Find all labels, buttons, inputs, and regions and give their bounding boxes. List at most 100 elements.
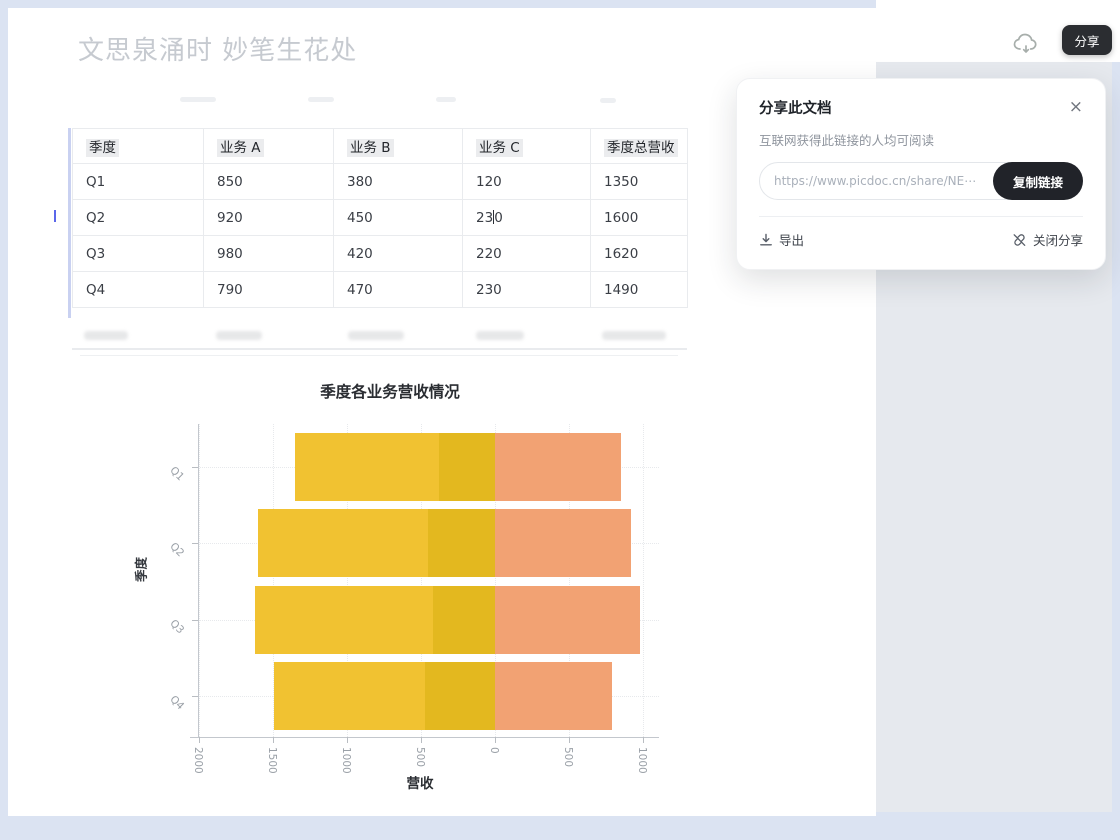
x-tick-label: 1000: [636, 747, 648, 774]
table-cell[interactable]: 1490: [590, 271, 688, 308]
bar-segment-a-Q2: [495, 509, 632, 577]
table-cell[interactable]: 1600: [590, 199, 688, 236]
ghost-artifact: [80, 355, 678, 356]
table-selection-accent: [68, 128, 71, 318]
bar-segment-total-Q3: [255, 586, 433, 654]
x-tick-mark: [347, 737, 348, 743]
share-button[interactable]: 分享: [1062, 25, 1112, 55]
ghost-artifact: [348, 331, 404, 340]
table-cell[interactable]: 220: [462, 235, 591, 272]
chart-y-axis-label: 季度: [133, 557, 149, 583]
table-cell[interactable]: 420: [333, 235, 463, 272]
cloud-sync-icon: [1012, 31, 1040, 59]
table-header-3[interactable]: 业务 C: [462, 128, 591, 164]
revenue-table[interactable]: 季度 业务 A 业务 B 业务 C 季度总营收 Q1 850 380 120 1350 Q2 920 4…: [72, 128, 688, 308]
copy-link-button[interactable]: 复制链接: [993, 162, 1083, 200]
y-tick-mark: [192, 620, 198, 621]
collaborator-caret: [54, 210, 56, 222]
x-axis-line: [190, 737, 659, 738]
grid-line: [273, 424, 274, 737]
chart-title: 季度各业务营收情况: [320, 383, 460, 401]
share-permission-text: 互联网获得此链接的人均可阅读: [759, 133, 935, 148]
table-cell[interactable]: Q1: [72, 163, 204, 200]
table-cell[interactable]: 980: [203, 235, 334, 272]
table-cell[interactable]: Q3: [72, 235, 204, 272]
y-axis-line: [198, 424, 199, 737]
bar-segment-a-Q1: [495, 433, 621, 501]
x-tick-label: 1500: [266, 747, 278, 774]
ghost-artifact: [84, 331, 128, 340]
ghost-artifact: [436, 97, 456, 102]
x-tick-mark: [643, 737, 644, 743]
bar-segment-b-Q1: [438, 433, 495, 501]
table-row: Q2 920 450 230 1600: [72, 199, 688, 236]
x-tick-label: 2000: [192, 747, 204, 774]
share-link-row: 复制链接: [759, 162, 1083, 200]
y-tick-mark: [192, 467, 198, 468]
close-icon[interactable]: ×: [1068, 97, 1083, 117]
download-icon: [760, 233, 772, 245]
table-header-2[interactable]: 业务 B: [333, 128, 463, 164]
x-tick-mark: [199, 737, 200, 743]
table-cell[interactable]: 790: [203, 271, 334, 308]
table-row: Q4 790 470 230 1490: [72, 271, 688, 308]
x-tick-label: 0: [488, 747, 500, 754]
bar-segment-a-Q4: [495, 662, 612, 730]
x-tick-label: 500: [414, 747, 426, 768]
grid-line: [495, 424, 496, 737]
table-row: Q1 850 380 120 1350: [72, 163, 688, 200]
table-cell[interactable]: 1350: [590, 163, 688, 200]
bar-segment-b-Q2: [428, 509, 495, 577]
data-table-container: 季度 业务 A 业务 B 业务 C 季度总营收 Q1 850 380 120 1350 Q2 920 4…: [68, 128, 688, 318]
table-cell[interactable]: 470: [333, 271, 463, 308]
grid-line: [421, 424, 422, 737]
y-tick-mark: [192, 696, 198, 697]
popover-footer: 导出 关闭分享: [759, 216, 1083, 262]
table-cell[interactable]: Q4: [72, 271, 204, 308]
ghost-artifact: [476, 331, 524, 340]
table-header-4[interactable]: 季度总营收: [590, 128, 688, 164]
ghost-artifact: [602, 331, 666, 340]
table-cell[interactable]: 1620: [590, 235, 688, 272]
bar-segment-b-Q4: [425, 662, 495, 730]
text-cursor: [493, 209, 495, 224]
y-tick-mark: [192, 543, 198, 544]
ghost-artifact: [308, 97, 334, 102]
grid-line: [347, 424, 348, 737]
table-cell[interactable]: 450: [333, 199, 463, 236]
ghost-artifact: [216, 331, 262, 340]
x-tick-label: 1000: [340, 747, 352, 774]
table-cell[interactable]: Q2: [72, 199, 204, 236]
table-cell[interactable]: 230: [462, 271, 591, 308]
x-tick-mark: [569, 737, 570, 743]
close-share-button[interactable]: 关闭分享: [1012, 230, 1083, 249]
x-tick-mark: [495, 737, 496, 743]
ghost-artifact: [72, 348, 687, 350]
table-cell[interactable]: 850: [203, 163, 334, 200]
grid-line: [569, 424, 570, 737]
table-cell[interactable]: 920: [203, 199, 334, 236]
bar-segment-total-Q2: [258, 509, 429, 577]
table-cell[interactable]: 230: [462, 199, 591, 236]
table-header-0[interactable]: 季度: [72, 128, 204, 164]
link-off-icon: [1013, 233, 1026, 246]
grid-line: [643, 424, 644, 737]
bar-segment-total-Q1: [295, 433, 439, 501]
table-cell[interactable]: 380: [333, 163, 463, 200]
x-tick-mark: [421, 737, 422, 743]
table-row: Q3 980 420 220 1620: [72, 235, 688, 272]
document-title[interactable]: 文思泉涌时 妙笔生花处: [78, 36, 358, 66]
share-popover: 分享此文档 × 互联网获得此链接的人均可阅读 复制链接 导出 关闭分享: [736, 78, 1106, 270]
table-header-1[interactable]: 业务 A: [203, 128, 334, 164]
x-tick-mark: [273, 737, 274, 743]
table-cell[interactable]: 120: [462, 163, 591, 200]
ghost-artifact: [180, 97, 216, 102]
bar-segment-total-Q4: [274, 662, 426, 730]
export-label: 导出: [779, 233, 805, 248]
bar-segment-a-Q3: [495, 586, 641, 654]
x-tick-label: 500: [562, 747, 574, 768]
grid-line: [199, 424, 200, 737]
export-button[interactable]: 导出: [759, 230, 804, 249]
revenue-chart[interactable]: 季度各业务营收情况 营收 季度 2000 1500 1000 500 0 500 1000 Q…: [0, 0, 868, 808]
